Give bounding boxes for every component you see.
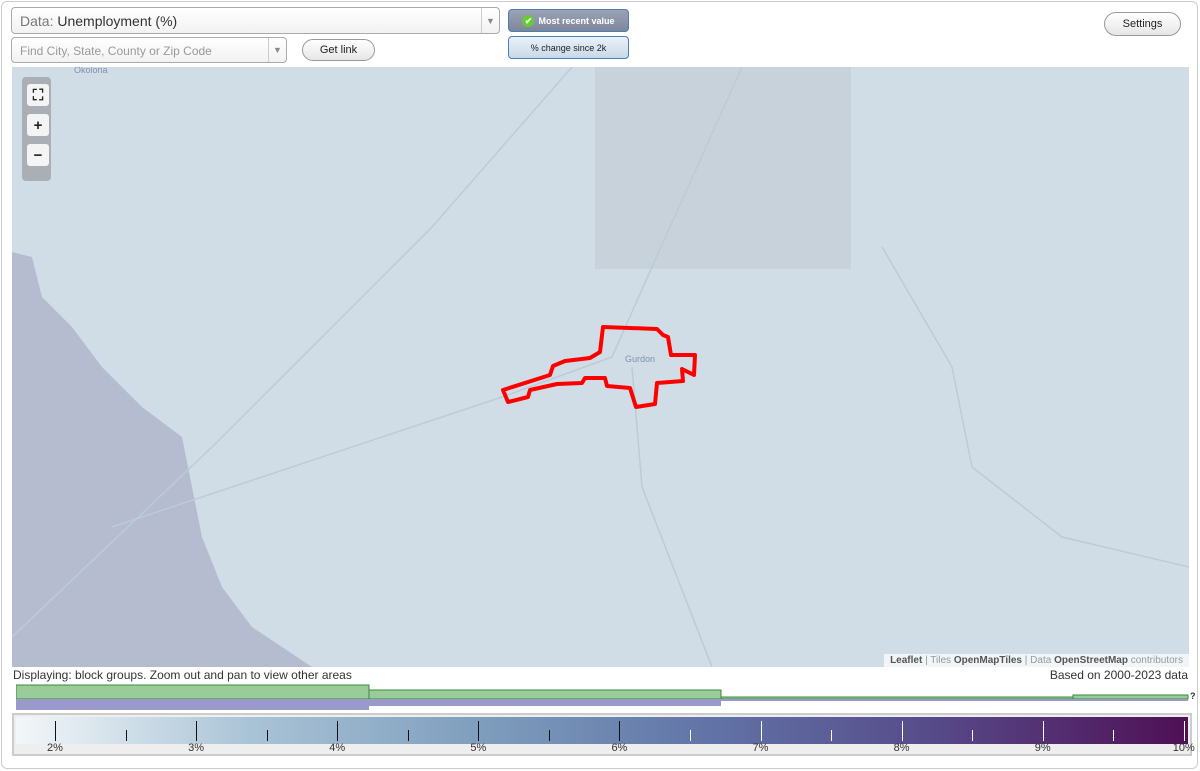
- legend-minor-tick: [266, 730, 268, 741]
- legend-tick-label: 5%: [470, 742, 487, 754]
- legend-minor-tick: [972, 730, 974, 741]
- map-tiles: [12, 67, 1189, 667]
- percent-change-toggle[interactable]: % change since 2k: [508, 36, 629, 59]
- hist-bar-green: [1072, 694, 1189, 700]
- histogram: ?: [16, 684, 1196, 710]
- hist-bar-purple: [721, 699, 1073, 701]
- chevron-down-icon[interactable]: ▼: [268, 38, 286, 62]
- legend-tick-label: 6%: [611, 742, 628, 754]
- legend-major-tick: [337, 721, 339, 741]
- legend-major-tick: [196, 721, 198, 741]
- hist-bar-purple: [369, 699, 721, 706]
- legend-minor-tick: [407, 730, 409, 741]
- map[interactable]: Okolona Gurdon ⛶ + − Leaflet | Tiles Ope…: [12, 67, 1189, 667]
- place-label-gurdon: Gurdon: [625, 354, 656, 364]
- fullscreen-icon[interactable]: ⛶: [27, 84, 49, 106]
- hist-bar-green: [368, 689, 722, 700]
- legend-major-tick: [901, 721, 903, 741]
- color-legend: 2% 3% 4% 5% 6% 7% 8% 9% 10%: [12, 713, 1195, 756]
- selected-area-outline[interactable]: [501, 325, 697, 409]
- legend-tick-label: 4%: [329, 742, 346, 754]
- openmaptiles-link[interactable]: OpenMapTiles: [953, 655, 1022, 666]
- legend-minor-tick: [831, 730, 833, 741]
- settings-button[interactable]: Settings: [1104, 12, 1181, 36]
- map-attribution: Leaflet | Tiles OpenMapTiles | Data Open…: [884, 654, 1189, 667]
- legend-major-tick: [1042, 721, 1044, 741]
- legend-major-tick: [1183, 721, 1185, 741]
- hist-unknown-label: ?: [1190, 691, 1196, 701]
- legend-major-tick: [760, 721, 762, 741]
- legend-minor-tick: [125, 730, 127, 741]
- zoom-control: ⛶ + −: [22, 77, 51, 181]
- get-link-button[interactable]: Get link: [302, 39, 375, 61]
- zoom-in-button[interactable]: +: [27, 114, 49, 136]
- data-value: Unemployment (%): [57, 13, 178, 29]
- urban-tile: [595, 67, 851, 269]
- legend-tick-label: 7%: [752, 742, 769, 754]
- legend-tick-label: 3%: [188, 742, 205, 754]
- legend-major-tick: [478, 721, 480, 741]
- display-status: Displaying: block groups. Zoom out and p…: [13, 668, 352, 682]
- data-range-note: Based on 2000-2023 data: [1049, 668, 1188, 682]
- hist-bar-purple: [1073, 699, 1188, 701]
- legend-major-tick: [619, 721, 621, 741]
- hist-bar-green: [720, 696, 1074, 700]
- zoom-out-button[interactable]: −: [27, 144, 49, 166]
- legend-gradient: [16, 717, 1188, 744]
- place-label-okolona: Okolona: [74, 67, 108, 75]
- legend-major-tick: [55, 721, 56, 741]
- legend-tick-label: 10%: [1172, 742, 1195, 754]
- legend-minor-tick: [548, 730, 550, 741]
- hist-bar-green: [16, 684, 370, 700]
- most-recent-value-toggle[interactable]: ✔ Most recent value: [508, 9, 629, 32]
- location-search-input[interactable]: Find City, State, County or Zip Code ▼: [11, 37, 287, 63]
- lake-area: [12, 252, 312, 667]
- openstreetmap-link[interactable]: OpenStreetMap: [1054, 655, 1128, 666]
- hist-bar-purple: [16, 699, 369, 710]
- legend-minor-tick: [1113, 730, 1115, 741]
- legend-tick-label: 9%: [1034, 742, 1051, 754]
- legend-minor-tick: [689, 730, 691, 741]
- leaflet-link[interactable]: Leaflet: [890, 655, 923, 666]
- chevron-down-icon[interactable]: ▼: [481, 8, 499, 33]
- legend-tick-label: 8%: [893, 742, 910, 754]
- data-select[interactable]: Data: Unemployment (%) ▼: [11, 7, 500, 34]
- check-icon: ✔: [522, 14, 535, 27]
- legend-tick-label: 2%: [47, 742, 63, 754]
